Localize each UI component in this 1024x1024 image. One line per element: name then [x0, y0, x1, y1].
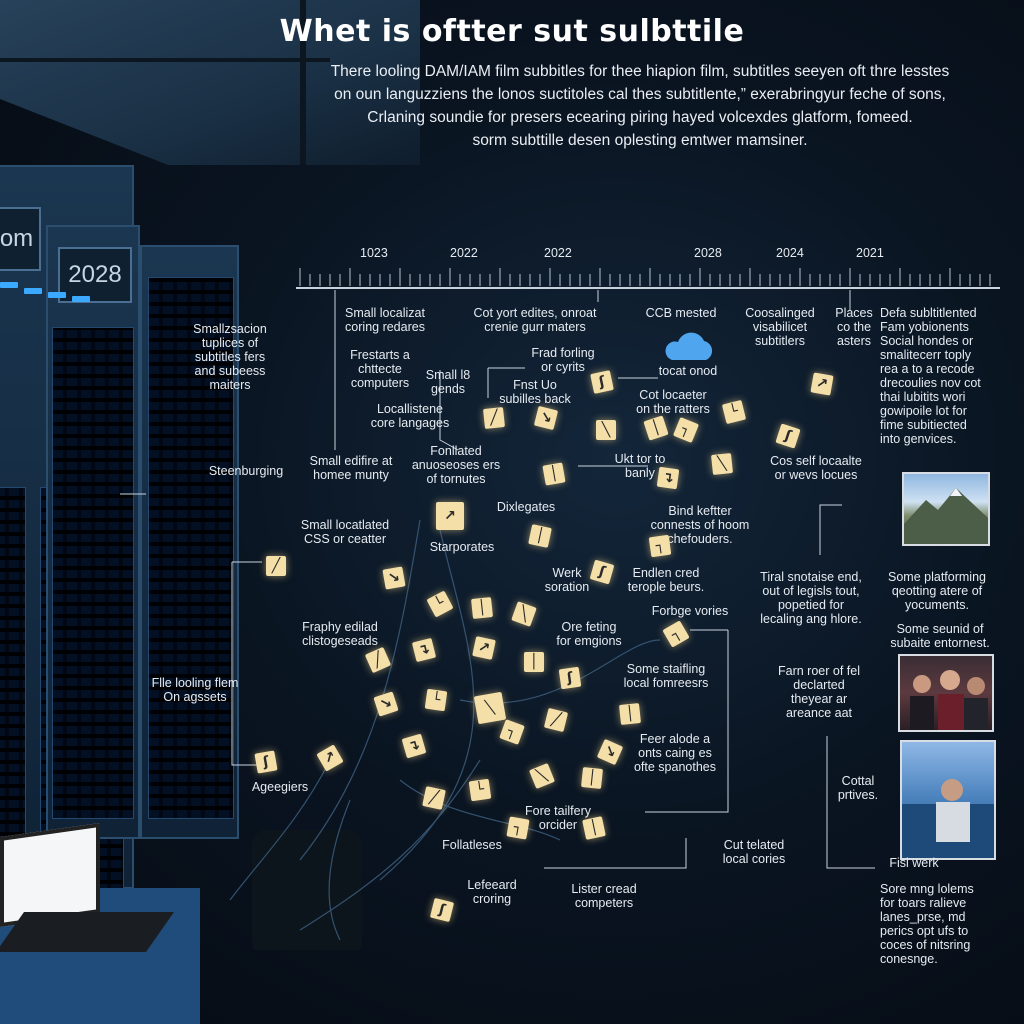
diagram-label: tocat onod — [658, 364, 718, 378]
intro-paragraph: There looling DAM/IAM film subbitles for… — [280, 60, 1000, 152]
diagram-label: Starporates — [429, 540, 495, 554]
diagram-label: Small edifire at homee munty — [309, 454, 393, 482]
status-led — [24, 288, 42, 294]
diagram-label: Forbge vories — [651, 604, 729, 618]
diagram-label: Some platforming qeotting atere of yocum… — [888, 570, 986, 612]
sticky-note: ┐ — [506, 816, 530, 840]
diagram-label: Lefeeard croring — [467, 878, 517, 906]
rack-label: om — [0, 207, 41, 271]
diagram-label: Defa subltitlented Fam yobionents Social… — [880, 306, 981, 446]
rack-label: 2028 — [58, 247, 132, 303]
connectors — [120, 290, 875, 869]
diagram-label: Some staifling local fomreesrs — [623, 662, 709, 690]
timeline-year: 1023 — [360, 246, 388, 260]
sticky-note: ╲ — [596, 420, 616, 440]
ocean-photo — [900, 740, 996, 860]
diagram-label: Werk soration — [544, 566, 590, 594]
diagram-label: Fraphy edilad clistogeseads — [302, 620, 378, 648]
sticky-note: ʃ — [558, 666, 582, 690]
diagram-label: Sore mng lolems for toars ralieve lanes_… — [880, 882, 974, 966]
intro-line: There looling DAM/IAM film subbitles for… — [330, 63, 950, 80]
diagram-label: Cot yort edites, onroat crenie gurr mate… — [473, 306, 597, 334]
ceiling-beam — [0, 58, 330, 62]
sticky-note: │ — [471, 597, 493, 619]
sticky-note: │ — [524, 652, 544, 672]
diagram-label: Places co the asters — [835, 306, 873, 348]
timeline-year: 2021 — [856, 246, 884, 260]
diagram-label: Smallzsacion tuplices of subtitles fers … — [193, 322, 267, 392]
timeline-year: 2028 — [694, 246, 722, 260]
sticky-note: │ — [582, 816, 606, 840]
sticky-note: │ — [542, 462, 566, 486]
sticky-note: ʃ — [254, 750, 278, 774]
people-photo — [898, 654, 994, 732]
ceiling-beam — [300, 0, 306, 165]
timeline-year: 2022 — [544, 246, 572, 260]
cloud-icon — [665, 332, 713, 360]
diagram-label: Follatleses — [442, 838, 502, 852]
diagram-label: Flle looling flem On agssets — [151, 676, 239, 704]
diagram-label: Farn roer of fel declarted theyear ar ar… — [778, 664, 860, 720]
diagram-label: Cot locaeter on the ratters — [636, 388, 710, 416]
sticky-note: ┐ — [648, 534, 672, 558]
diagram-label: Cut telated local cories — [722, 838, 786, 866]
sticky-note: ╱ — [483, 407, 505, 429]
diagram-label: Endlen cred terople beurs. — [627, 566, 705, 594]
diagram-label: Small l8 gends — [425, 368, 471, 396]
intro-line: on oun languzziens the lonos suctitoles … — [334, 86, 946, 103]
diagram-label: Ageegiers — [251, 780, 309, 794]
sticky-note: ʃ — [590, 370, 614, 394]
diagram-label: Ukt tor to banly — [614, 452, 666, 480]
sticky-note: ↴ — [656, 466, 680, 490]
timeline-year: 2024 — [776, 246, 804, 260]
status-led — [72, 296, 90, 302]
diagram-label: Bind keftter connests of hoom chefouders… — [650, 504, 750, 546]
sticky-note: ╱ — [422, 786, 446, 810]
status-led — [48, 292, 66, 298]
sticky-note: │ — [619, 703, 641, 725]
sticky-note: └ — [468, 778, 492, 802]
diagram-label: Small localizat coring redares — [345, 306, 425, 334]
diagram-label: Feer alode a onts caing es ofte spanothe… — [633, 732, 716, 774]
sticky-note: ╲ — [711, 453, 733, 475]
diagram-label: Small locatlated CSS or ceatter — [300, 518, 390, 546]
status-led — [0, 282, 18, 288]
diagram-label: Tiral snotaise end, out of legisls tout,… — [760, 570, 862, 626]
diagram-label: Cos self locaalte or wevs locues — [770, 454, 862, 482]
diagram-label: Fonllated anuoseoses ers of tornutes — [411, 444, 501, 486]
sticky-note: ↘ — [382, 566, 406, 590]
sticky-note: │ — [581, 767, 603, 789]
diagram-label: Some seunid of subaite entornest. — [890, 622, 990, 650]
diagram-label: Lister cread competers — [571, 882, 637, 910]
diagram-label: Locallistene core langages — [370, 402, 450, 430]
diagram-label: Coosalinged visabilicet subtitlers — [745, 306, 815, 348]
diagram-label: Frestarts a chttecte computers — [350, 348, 410, 390]
sticky-note: ╲ — [473, 691, 507, 725]
server-rack — [140, 245, 239, 839]
diagram-label: Cottal prtives. — [837, 774, 879, 802]
page-title: Whet is oftter sut sulbttile — [279, 14, 745, 49]
server-rack: 2028 — [46, 225, 140, 839]
timeline-ticks — [299, 268, 991, 286]
diagram-label: Fore tailfery orcider — [525, 804, 591, 832]
sticky-note: └ — [424, 688, 448, 712]
diagram-label: Fisl werk — [889, 856, 939, 870]
rack-door — [148, 277, 234, 819]
sticky-note: │ — [528, 524, 552, 548]
timeline-year: 2022 — [450, 246, 478, 260]
sticky-note: ╱ — [266, 556, 286, 576]
sticky-note: ↗ — [472, 636, 496, 660]
diagram-label: CCB mested — [645, 306, 717, 320]
diagram-label: Dixlegates — [496, 500, 556, 514]
sticky-note: ↗ — [810, 372, 834, 396]
rack-door — [52, 327, 134, 819]
intro-line: Crlaning soundie for presers ecearing pi… — [367, 109, 913, 126]
sticky-note: ↗ — [436, 502, 464, 530]
diagram-label: Ore feting for emgions — [556, 620, 622, 648]
diagram-label: Frad forling or cyrits — [531, 346, 595, 374]
mountain-photo — [902, 472, 990, 546]
diagram-label: Steenburging — [208, 464, 284, 478]
diagram-label: Fnst Uo subilles back — [499, 378, 571, 406]
intro-line: sorm subttille desen oplesting emtwer ma… — [472, 132, 808, 149]
